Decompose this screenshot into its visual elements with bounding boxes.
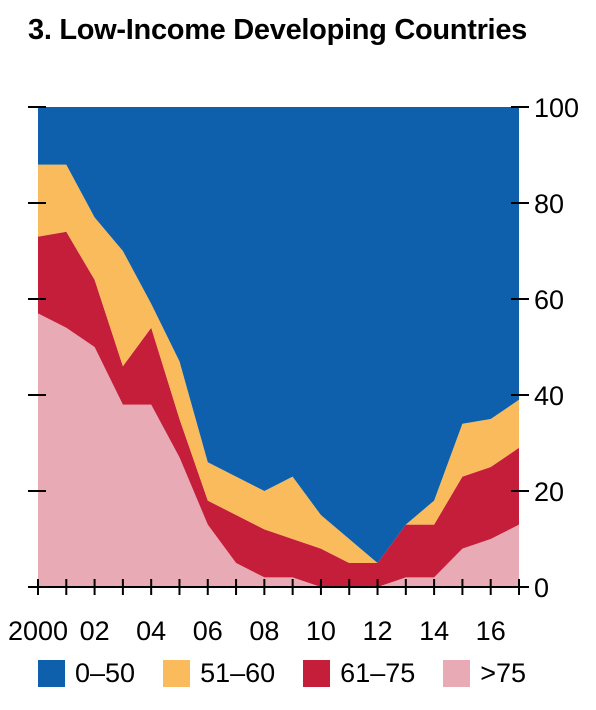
y-tick-label: 80: [534, 189, 564, 219]
y-tick-label: 0: [534, 573, 549, 603]
x-tick-label: 16: [476, 616, 506, 646]
y-tick-label: 100: [534, 93, 579, 123]
y-tick-label: 40: [534, 381, 564, 411]
area-series-61-75: [38, 231, 519, 588]
x-tick-label: 06: [193, 616, 223, 646]
legend-label-gt75: >75: [480, 658, 527, 688]
legend-item-61-75: 61–75: [303, 658, 415, 689]
x-tick-label: 02: [80, 616, 110, 646]
chart-axes: 2000 02 04 06 08 10 12 14 16 0 20 40 60 80 100: [8, 93, 579, 646]
legend-item-0-50: 0–50: [38, 658, 135, 689]
legend: 0–50 51–60 61–75 >75: [38, 658, 554, 689]
chart-title: 3. Low-Income Developing Countries: [28, 14, 527, 46]
x-tick-label: 10: [306, 616, 336, 646]
x-tick-label: 04: [136, 616, 166, 646]
legend-swatch-gt75: [443, 660, 471, 687]
x-tick-label: 2000: [8, 616, 68, 646]
legend-swatch-61-75: [303, 660, 331, 687]
x-tick-label: 14: [419, 616, 449, 646]
area-series-gt75: [38, 313, 519, 587]
y-tick-label: 60: [534, 285, 564, 315]
legend-label-0-50: 0–50: [75, 658, 136, 688]
area-series-0-50: [38, 107, 519, 563]
legend-swatch-51-60: [163, 660, 191, 687]
x-tick-label: 12: [363, 616, 393, 646]
y-tick-label: 20: [534, 477, 564, 507]
legend-label-61-75: 61–75: [340, 658, 416, 688]
legend-item-gt75: >75: [443, 658, 526, 689]
area-series-51-60: [38, 164, 519, 563]
chart-areas: [38, 107, 519, 588]
area-chart: 2000 02 04 06 08 10 12 14 16 0 20 40 60 80 100: [8, 93, 579, 646]
legend-swatch-0-50: [38, 660, 65, 687]
x-tick-label: 08: [249, 616, 279, 646]
legend-item-51-60: 51–60: [163, 658, 275, 689]
legend-label-51-60: 51–60: [200, 658, 276, 688]
